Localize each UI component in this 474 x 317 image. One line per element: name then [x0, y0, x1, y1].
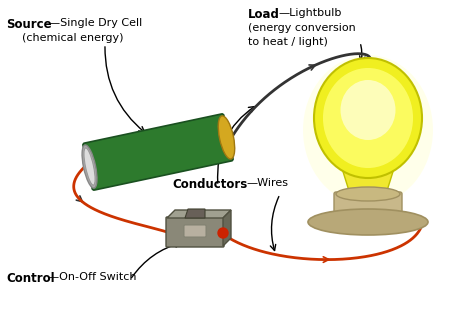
FancyBboxPatch shape — [166, 217, 224, 247]
Text: —On-Off Switch: —On-Off Switch — [48, 272, 137, 282]
Text: to heat / light): to heat / light) — [248, 37, 328, 47]
Text: —Single Dry Cell: —Single Dry Cell — [49, 18, 142, 28]
Ellipse shape — [303, 55, 433, 205]
Ellipse shape — [82, 145, 97, 188]
Text: —Wires: —Wires — [246, 178, 288, 188]
Text: Load: Load — [248, 8, 280, 21]
Ellipse shape — [323, 68, 413, 168]
Ellipse shape — [84, 148, 95, 185]
Text: Control: Control — [6, 272, 55, 285]
Text: (chemical energy): (chemical energy) — [22, 33, 124, 43]
Polygon shape — [340, 162, 396, 194]
Polygon shape — [167, 210, 231, 218]
Text: (energy conversion: (energy conversion — [248, 23, 356, 33]
Text: Source: Source — [6, 18, 52, 31]
Polygon shape — [223, 210, 231, 246]
Text: Conductors: Conductors — [172, 178, 247, 191]
Ellipse shape — [218, 116, 235, 159]
FancyBboxPatch shape — [83, 114, 233, 190]
FancyBboxPatch shape — [184, 225, 206, 237]
Text: —Lightbulb: —Lightbulb — [278, 8, 341, 18]
FancyBboxPatch shape — [334, 192, 402, 226]
Ellipse shape — [336, 187, 400, 201]
Circle shape — [218, 228, 228, 238]
Ellipse shape — [308, 209, 428, 235]
Ellipse shape — [314, 58, 422, 178]
Polygon shape — [185, 209, 205, 218]
Ellipse shape — [340, 80, 395, 140]
